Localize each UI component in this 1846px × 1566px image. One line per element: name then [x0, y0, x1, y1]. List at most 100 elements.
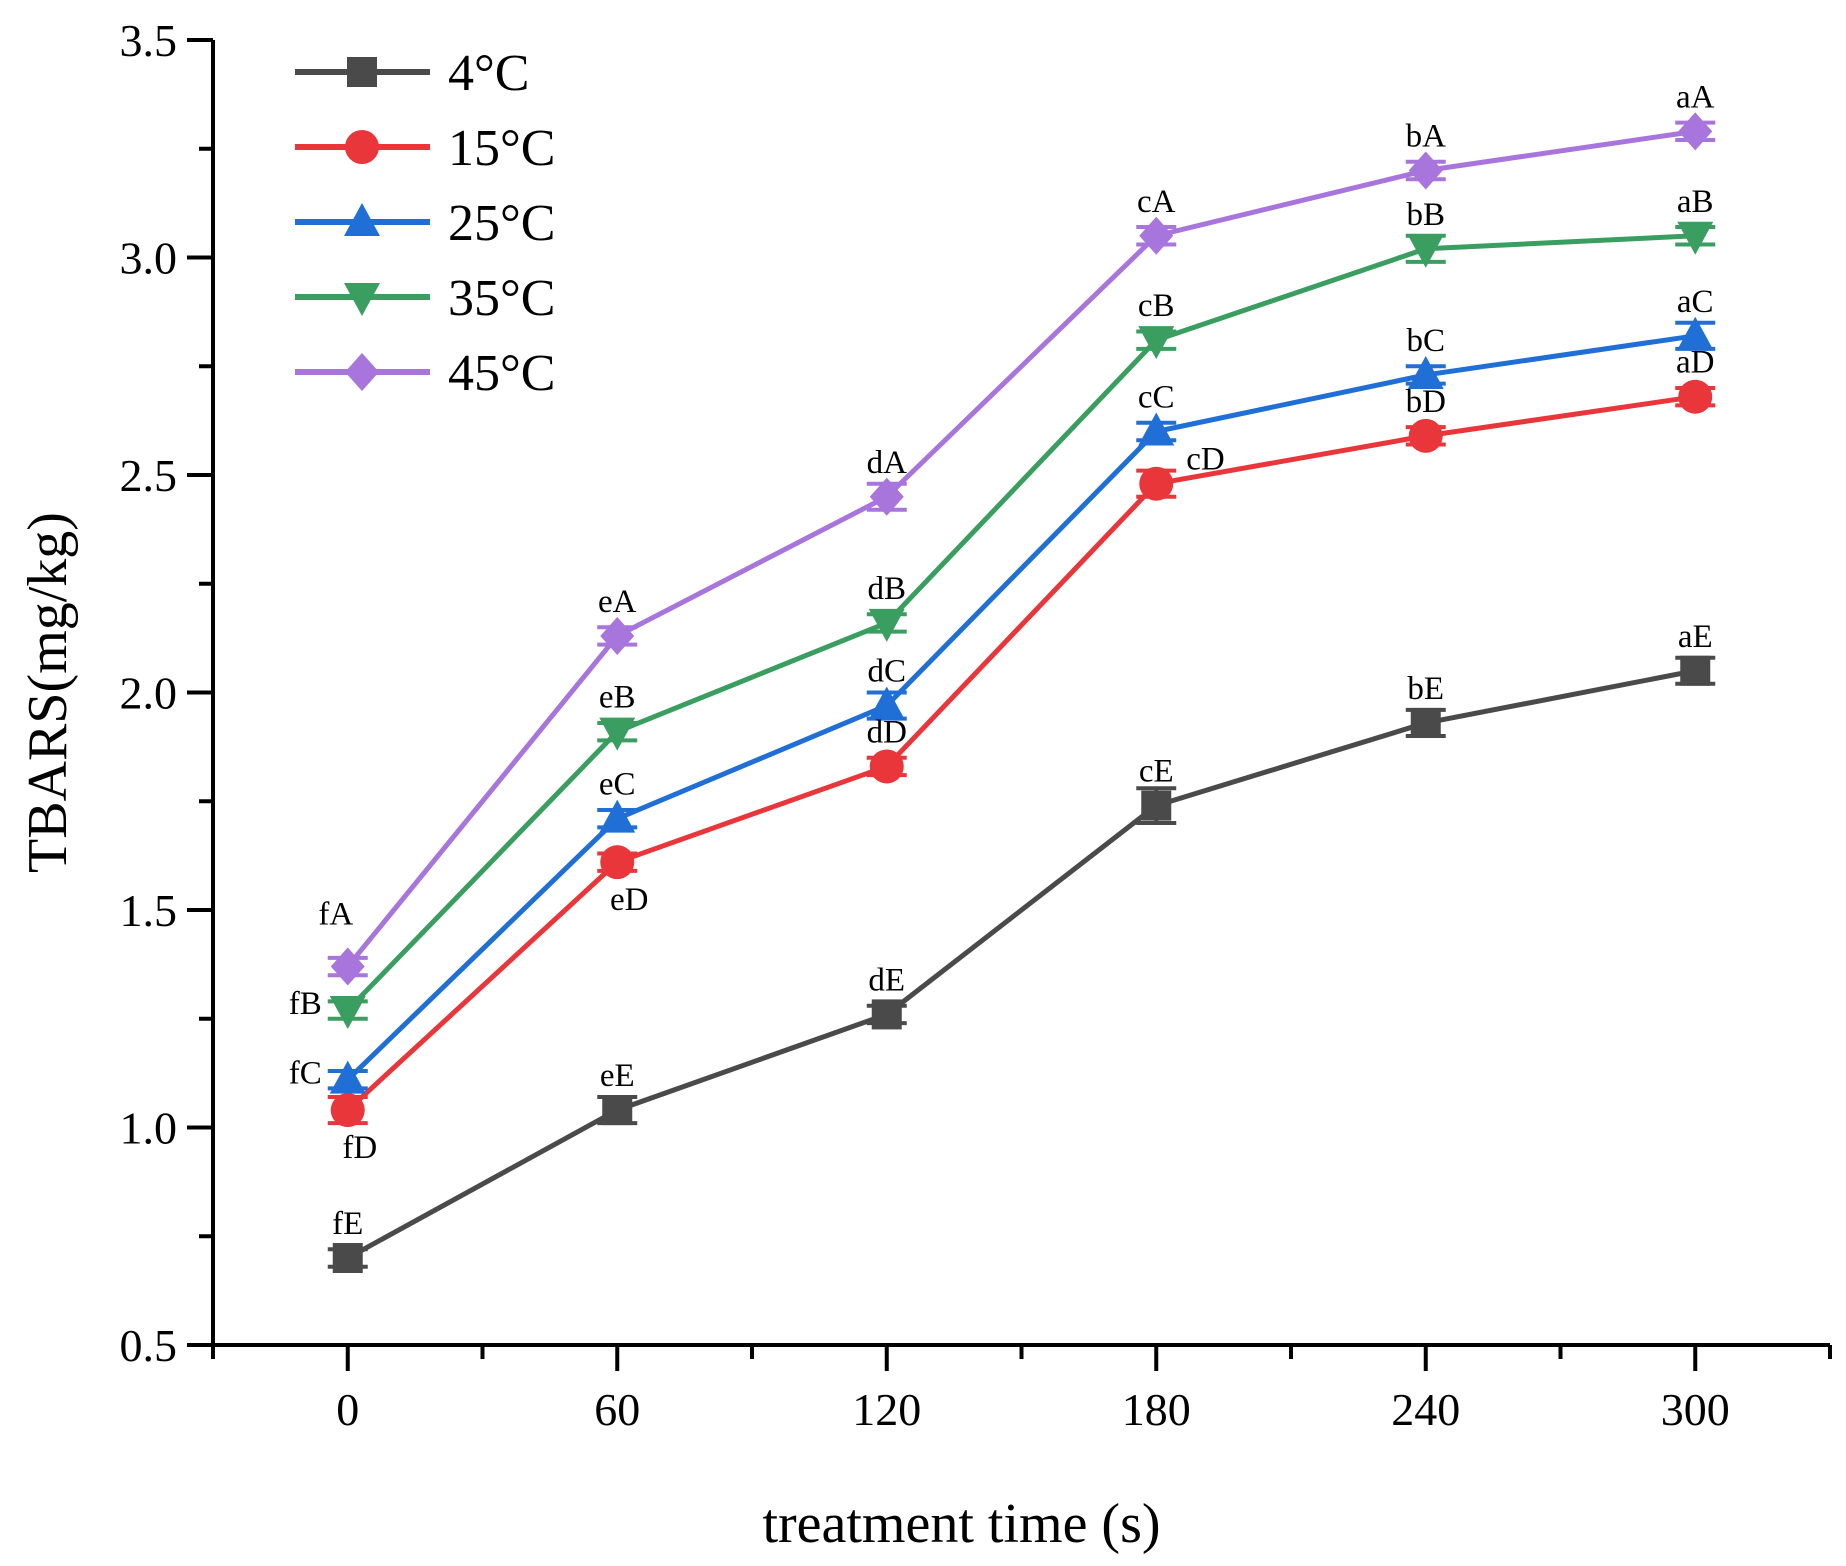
data-point — [600, 616, 635, 655]
data-point — [868, 686, 905, 720]
significance-label: aA — [1676, 79, 1715, 115]
data-point — [330, 947, 365, 986]
legend-label: 45°C — [448, 345, 555, 402]
legend-entry-3: 35°C — [295, 270, 555, 327]
y-tick-label: 1.5 — [120, 885, 178, 936]
significance-label: bE — [1407, 671, 1444, 707]
y-tick-label: 3.5 — [120, 15, 178, 66]
significance-label: eA — [598, 584, 637, 620]
legend-entry-1: 15°C — [295, 120, 555, 177]
series-line — [345, 128, 1696, 969]
x-axis-title: treatment time (s) — [762, 1493, 1160, 1555]
legend: 4°C 15°C 25°C 35°C 45°C — [295, 45, 555, 402]
significance-label: fA — [318, 897, 353, 933]
significance-label: fE — [332, 1206, 363, 1242]
significance-label: eB — [599, 680, 636, 716]
significance-label: bA — [1406, 119, 1447, 155]
significance-label: eC — [599, 767, 636, 803]
significance-label: dA — [867, 445, 908, 481]
series-line — [346, 394, 1696, 1112]
significance-label: bB — [1406, 197, 1445, 233]
significance-label: dC — [867, 654, 906, 690]
x-tick-label: 0 — [336, 1384, 359, 1435]
data-point — [602, 1095, 633, 1126]
legend-label: 4°C — [448, 45, 529, 102]
y-tick-label: 1.0 — [120, 1103, 178, 1154]
significance-label: eD — [610, 882, 648, 918]
data-point — [1141, 790, 1172, 821]
data-point — [868, 608, 905, 642]
x-tick-label: 180 — [1122, 1384, 1191, 1435]
significance-label: aC — [1677, 284, 1714, 320]
data-point — [1408, 151, 1443, 190]
data-point — [1138, 326, 1175, 360]
series-layer — [327, 112, 1716, 1273]
series-3 — [327, 221, 1716, 1030]
significance-label: cE — [1139, 754, 1174, 790]
series-2 — [327, 316, 1716, 1094]
legend-marker — [345, 130, 379, 164]
data-point — [1139, 466, 1174, 501]
data-point — [600, 845, 635, 880]
series-line — [346, 333, 1696, 1082]
data-point — [1680, 655, 1711, 686]
significance-label: aB — [1677, 184, 1714, 220]
axes: 0.5 1.0 1.5 2.0 2.5 3.0 3.5 0 60 120 180 240 300 — [120, 15, 1832, 1435]
y-tick-label: 0.5 — [120, 1320, 178, 1371]
significance-label: cD — [1186, 442, 1224, 478]
significance-label: aE — [1678, 619, 1713, 655]
legend-marker — [344, 203, 380, 236]
data-point — [1677, 221, 1714, 255]
data-point — [599, 717, 636, 751]
significance-label: cC — [1138, 380, 1175, 416]
y-tick-label: 3.0 — [120, 233, 178, 284]
series-line — [345, 233, 1696, 1012]
data-point — [330, 1093, 365, 1128]
legend-marker — [347, 57, 377, 87]
x-tick-label: 120 — [852, 1384, 921, 1435]
significance-label: cB — [1138, 288, 1175, 324]
data-point — [1139, 216, 1174, 255]
significance-label: dB — [867, 571, 906, 607]
significance-label: eE — [600, 1058, 635, 1094]
data-point — [1678, 379, 1713, 414]
legend-entry-2: 25°C — [295, 195, 555, 252]
data-point — [329, 996, 366, 1030]
data-point — [871, 999, 902, 1030]
data-point — [599, 799, 636, 833]
significance-label: aD — [1676, 345, 1714, 381]
legend-entry-4: 45°C — [295, 345, 555, 402]
series-1 — [327, 379, 1716, 1128]
series-0 — [327, 655, 1716, 1273]
data-point — [1410, 707, 1441, 738]
data-point — [1407, 234, 1444, 268]
significance-label: bC — [1406, 323, 1445, 359]
data-point — [1677, 316, 1714, 350]
significance-label: dD — [867, 714, 907, 750]
y-tick-label: 2.5 — [120, 450, 178, 501]
data-point — [1407, 355, 1444, 389]
data-point — [1678, 112, 1713, 151]
data-point — [869, 477, 904, 516]
data-point — [1408, 418, 1443, 453]
y-axis-title: TBARS(mg/kg) — [17, 512, 79, 873]
legend-entry-0: 4°C — [295, 45, 529, 102]
y-tick-label: 2.0 — [120, 668, 178, 719]
legend-marker — [344, 283, 380, 316]
data-point — [329, 1060, 366, 1094]
legend-marker — [345, 353, 379, 391]
significance-label: cA — [1137, 184, 1176, 220]
series-line — [346, 668, 1696, 1261]
data-point — [332, 1243, 363, 1273]
x-tick-label: 60 — [594, 1384, 640, 1435]
x-tick-label: 300 — [1661, 1384, 1730, 1435]
legend-label: 25°C — [448, 195, 555, 252]
significance-label: fB — [289, 986, 322, 1022]
point-labels: fE eE dE cE bE aE fD eD dD cD bD aD fC eC dC cC bC aC fB eB… — [289, 79, 1715, 1242]
data-point — [869, 749, 904, 784]
legend-label: 15°C — [448, 120, 555, 177]
x-tick-label: 240 — [1391, 1384, 1460, 1435]
legend-label: 35°C — [448, 270, 555, 327]
data-point — [1138, 412, 1175, 446]
